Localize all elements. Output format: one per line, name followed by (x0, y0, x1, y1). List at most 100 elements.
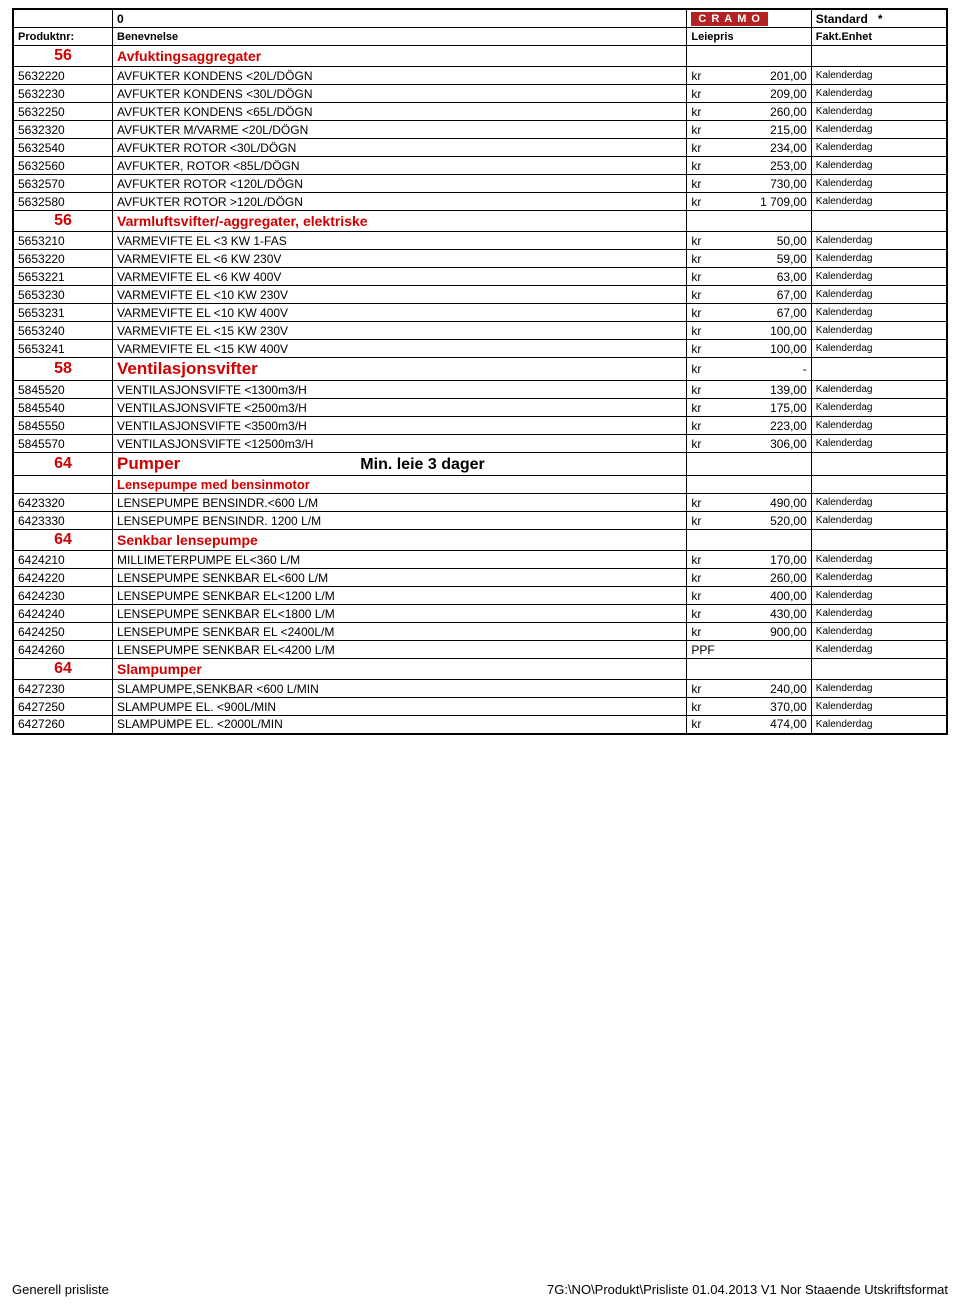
header-benevnelse: Benevnelse (113, 28, 687, 46)
product-unit: Kalenderdag (811, 587, 947, 605)
product-row: 5632230AVFUKTER KONDENS <30L/DÖGNkr209,0… (13, 85, 947, 103)
product-row: 5653240VARMEVIFTE EL <15 KW 230Vkr100,00… (13, 322, 947, 340)
section-code: 64 (13, 530, 113, 551)
product-unit: Kalenderdag (811, 67, 947, 85)
header-row-1: Produktnr:BenevnelseLeieprisFakt.Enhet (13, 28, 947, 46)
product-row: 5653241VARMEVIFTE EL <15 KW 400Vkr100,00… (13, 340, 947, 358)
section-header: 58Ventilasjonsvifterkr- (13, 358, 947, 381)
product-name: VENTILASJONSVIFTE <2500m3/H (113, 399, 687, 417)
product-number: 5632320 (13, 121, 113, 139)
header-standard: Standard (816, 12, 868, 26)
product-number: 5653231 (13, 304, 113, 322)
product-name: AVFUKTER ROTOR >120L/DÖGN (113, 193, 687, 211)
product-unit: Kalenderdag (811, 623, 947, 641)
product-row: 5632580AVFUKTER ROTOR >120L/DÖGNkr1 709,… (13, 193, 947, 211)
product-row: 5632540AVFUKTER ROTOR <30L/DÖGNkr234,00K… (13, 139, 947, 157)
product-name: LENSEPUMPE SENKBAR EL<600 L/M (113, 569, 687, 587)
section-title: Pumper (117, 454, 180, 473)
section-code: 58 (13, 358, 113, 381)
product-unit: Kalenderdag (811, 340, 947, 358)
product-row: 5845540VENTILASJONSVIFTE <2500m3/Hkr175,… (13, 399, 947, 417)
product-row: 6424230LENSEPUMPE SENKBAR EL<1200 L/Mkr4… (13, 587, 947, 605)
product-price: kr240,00 (687, 680, 811, 698)
product-price: kr400,00 (687, 587, 811, 605)
product-row: 5632250AVFUKTER KONDENS <65L/DÖGNkr260,0… (13, 103, 947, 121)
product-name: AVFUKTER KONDENS <30L/DÖGN (113, 85, 687, 103)
product-name: VARMEVIFTE EL <3 KW 1-FAS (113, 232, 687, 250)
product-row: 5632560AVFUKTER, ROTOR <85L/DÖGNkr253,00… (13, 157, 947, 175)
section-title: Lensepumpe med bensinmotor (117, 477, 310, 492)
product-name: VARMEVIFTE EL <6 KW 230V (113, 250, 687, 268)
product-number: 5632540 (13, 139, 113, 157)
product-unit: Kalenderdag (811, 268, 947, 286)
product-name: SLAMPUMPE EL. <900L/MIN (113, 698, 687, 716)
product-price: kr223,00 (687, 417, 811, 435)
product-row: 6424220LENSEPUMPE SENKBAR EL<600 L/Mkr26… (13, 569, 947, 587)
product-price: kr170,00 (687, 551, 811, 569)
product-name: SLAMPUMPE,SENKBAR <600 L/MIN (113, 680, 687, 698)
product-price: kr201,00 (687, 67, 811, 85)
product-number: 5653221 (13, 268, 113, 286)
product-number: 5653241 (13, 340, 113, 358)
product-row: 5653220VARMEVIFTE EL <6 KW 230Vkr59,00Ka… (13, 250, 947, 268)
product-price: kr50,00 (687, 232, 811, 250)
section-header: 56Varmluftsvifter/-aggregater, elektrisk… (13, 211, 947, 232)
product-unit: Kalenderdag (811, 569, 947, 587)
product-price: kr260,00 (687, 569, 811, 587)
product-unit: Kalenderdag (811, 286, 947, 304)
product-unit: Kalenderdag (811, 494, 947, 512)
product-price: kr175,00 (687, 399, 811, 417)
product-unit: Kalenderdag (811, 641, 947, 659)
product-row: 6427230SLAMPUMPE,SENKBAR <600 L/MINkr240… (13, 680, 947, 698)
product-unit: Kalenderdag (811, 399, 947, 417)
product-price: kr900,00 (687, 623, 811, 641)
product-row: 5653221VARMEVIFTE EL <6 KW 400Vkr63,00Ka… (13, 268, 947, 286)
price-table: 0CRAMOStandard *Produktnr:BenevnelseLeie… (12, 8, 948, 735)
product-row: 6427260SLAMPUMPE EL. <2000L/MINkr474,00K… (13, 716, 947, 734)
product-unit: Kalenderdag (811, 175, 947, 193)
product-number: 5632560 (13, 157, 113, 175)
section-header: 64Senkbar lensepumpe (13, 530, 947, 551)
cramo-logo: CRAMO (691, 12, 768, 26)
product-unit: Kalenderdag (811, 139, 947, 157)
product-name: AVFUKTER KONDENS <65L/DÖGN (113, 103, 687, 121)
product-number: 5632250 (13, 103, 113, 121)
product-row: 5653210VARMEVIFTE EL <3 KW 1-FASkr50,00K… (13, 232, 947, 250)
footer-left: Generell prisliste (12, 1282, 109, 1297)
product-price: kr139,00 (687, 381, 811, 399)
page-footer: Generell prisliste 7G:\NO\Produkt\Prisli… (12, 1282, 948, 1297)
product-name: LENSEPUMPE BENSINDR. 1200 L/M (113, 512, 687, 530)
product-unit: Kalenderdag (811, 551, 947, 569)
product-price: kr234,00 (687, 139, 811, 157)
product-row: 5845550VENTILASJONSVIFTE <3500m3/Hkr223,… (13, 417, 947, 435)
section-title: Slampumper (117, 661, 202, 677)
section-header: Lensepumpe med bensinmotor (13, 476, 947, 494)
product-number: 6423330 (13, 512, 113, 530)
header-leiepris: Leiepris (687, 28, 811, 46)
product-row: 5632220AVFUKTER KONDENS <20L/DÖGNkr201,0… (13, 67, 947, 85)
product-price: kr67,00 (687, 286, 811, 304)
product-number: 5632570 (13, 175, 113, 193)
product-name: VENTILASJONSVIFTE <3500m3/H (113, 417, 687, 435)
section-code: 64 (13, 453, 113, 476)
product-row: 5632570AVFUKTER ROTOR <120L/DÖGNkr730,00… (13, 175, 947, 193)
product-price: kr1 709,00 (687, 193, 811, 211)
product-name: VARMEVIFTE EL <10 KW 230V (113, 286, 687, 304)
product-number: 5845550 (13, 417, 113, 435)
product-name: VENTILASJONSVIFTE <12500m3/H (113, 435, 687, 453)
product-name: AVFUKTER KONDENS <20L/DÖGN (113, 67, 687, 85)
section-code: 56 (13, 46, 113, 67)
product-number: 6424220 (13, 569, 113, 587)
product-name: MILLIMETERPUMPE EL<360 L/M (113, 551, 687, 569)
product-price: PPF (687, 641, 811, 659)
product-price: kr215,00 (687, 121, 811, 139)
product-number: 6424250 (13, 623, 113, 641)
product-unit: Kalenderdag (811, 417, 947, 435)
product-price: kr490,00 (687, 494, 811, 512)
product-row: 5653230VARMEVIFTE EL <10 KW 230Vkr67,00K… (13, 286, 947, 304)
section-title: Ventilasjonsvifter (117, 359, 258, 378)
product-unit: Kalenderdag (811, 193, 947, 211)
product-name: LENSEPUMPE SENKBAR EL<4200 L/M (113, 641, 687, 659)
product-name: LENSEPUMPE SENKBAR EL<1800 L/M (113, 605, 687, 623)
product-unit: Kalenderdag (811, 322, 947, 340)
